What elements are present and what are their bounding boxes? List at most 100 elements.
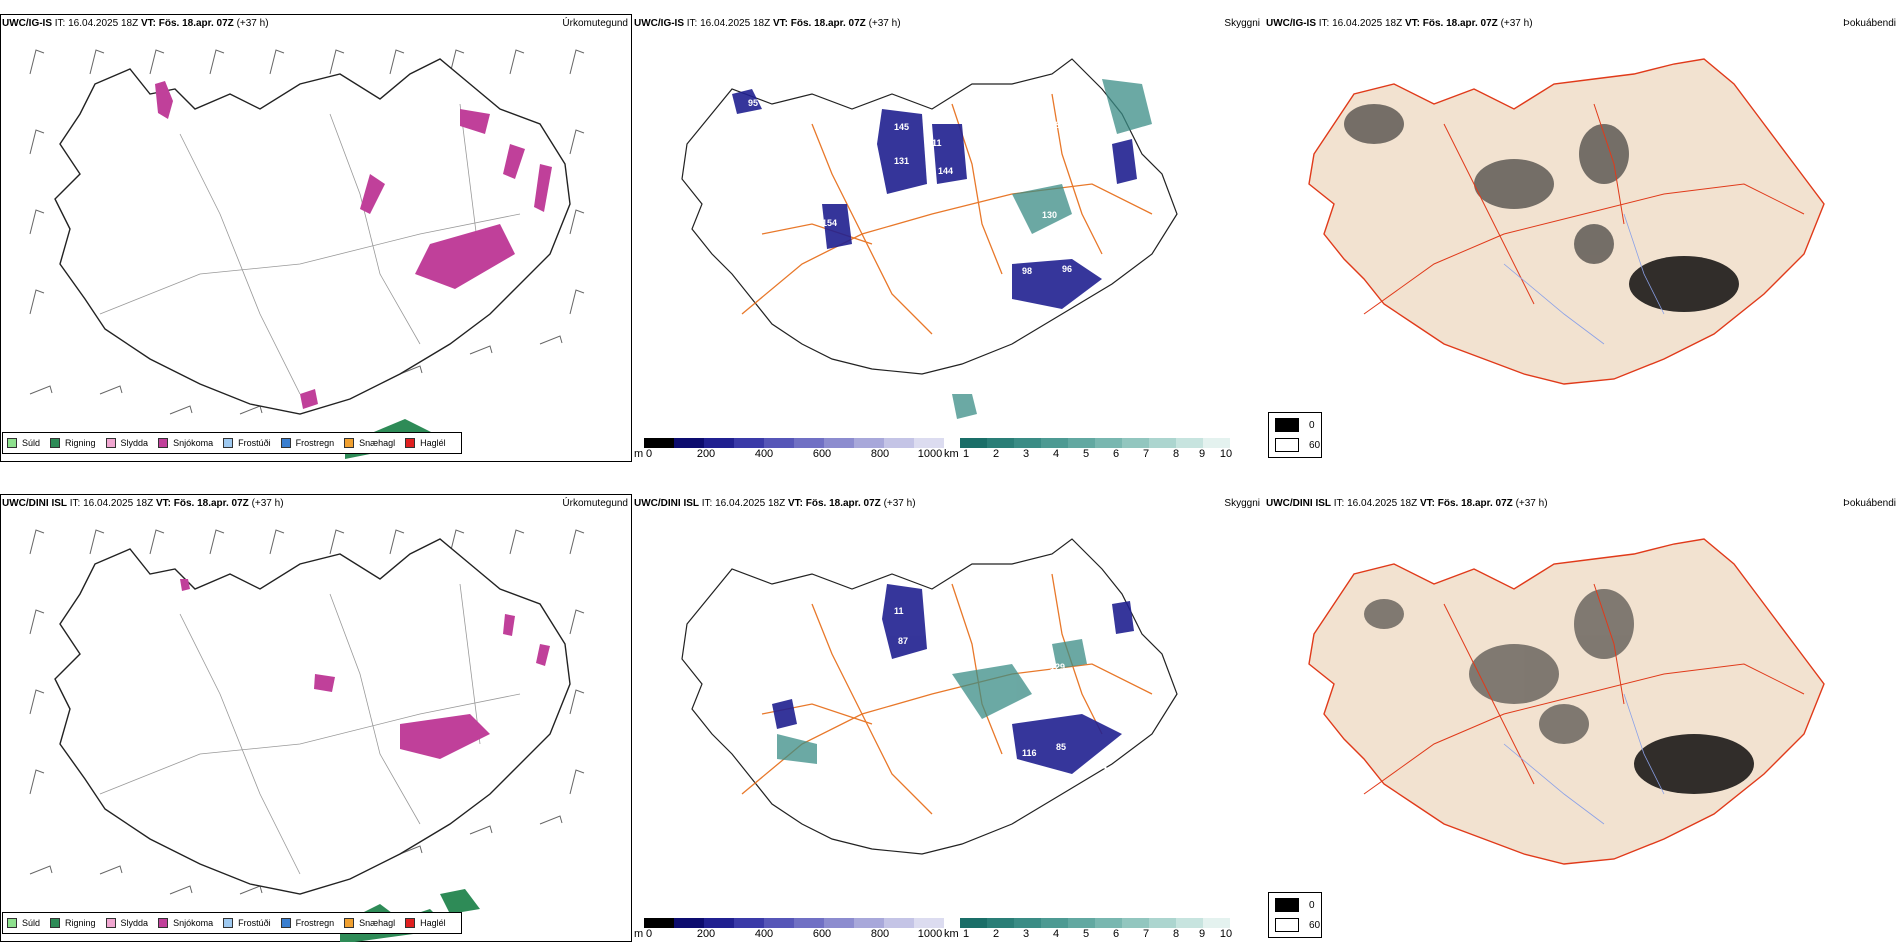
- legend-swatch-freezing-rain: [280, 438, 291, 448]
- panel-title: UWC/IG-IS IT: 16.04.2025 18Z VT: Fös. 18…: [2, 18, 269, 29]
- road-network: [99, 583, 521, 875]
- vis-tick: 9: [1198, 928, 1206, 940]
- panel-type-label: Þokuábendi: [1843, 18, 1896, 29]
- cloud-base-labels: 11 87 07 129 98 114 93 116 85 90 164: [820, 606, 1122, 772]
- height-tick: 800: [870, 448, 890, 460]
- snow-areas: [180, 579, 550, 759]
- map-value-label: 154: [822, 218, 837, 228]
- low-visibility-teal: [777, 639, 1087, 764]
- height-color-strip: [644, 438, 944, 448]
- map-value-label: 85: [1056, 742, 1066, 752]
- vis-tick: 6: [1112, 448, 1120, 460]
- height-unit: m: [634, 448, 644, 460]
- height-tick: 600: [812, 928, 832, 940]
- legend-item: Haglél: [405, 438, 446, 448]
- vis-tick: 10: [1219, 448, 1233, 460]
- vis-tick: 5: [1082, 928, 1090, 940]
- height-tick: 200: [696, 448, 716, 460]
- visibility-unit: km: [944, 448, 959, 460]
- rivers-blue: [1503, 693, 1665, 825]
- fog-swatch-black: [1275, 898, 1299, 912]
- legend-item: Snjókoma: [158, 438, 213, 448]
- panel-type-label: Skyggni: [1224, 18, 1260, 29]
- legend-swatch-sleet: [105, 438, 116, 448]
- vis-tick: 2: [992, 928, 1000, 940]
- map-value-label: 93: [984, 732, 994, 742]
- legend-swatch-drizzle: [7, 918, 17, 928]
- roads-orange: [741, 93, 1153, 335]
- legend-item: Slydda: [105, 438, 148, 448]
- fog-legend: 0 60: [1268, 412, 1322, 458]
- panel-type-label: Þokuábendi: [1843, 498, 1896, 509]
- cloud-base-colorbar: m 0 200 400 600 800 1000: [634, 918, 944, 942]
- map-value-label: 114: [952, 722, 967, 732]
- legend-item: Snæhagl: [344, 918, 395, 928]
- height-tick: 1000: [917, 928, 943, 940]
- cloud-visibility-panel-2: 11 87 07 129 98 114 93 116 85 90 164 UWC…: [632, 494, 1264, 942]
- map-value-label: 90: [1112, 742, 1122, 752]
- fog-shading-strong: [1629, 256, 1739, 312]
- height-tick: 800: [870, 928, 890, 940]
- legend-item: Rigning: [50, 918, 96, 928]
- map-value-label: 98: [1022, 266, 1032, 276]
- map-value-label: 129: [1050, 662, 1065, 672]
- legend-swatch-drizzle: [7, 438, 17, 448]
- cloud-base-labels: 95 43 82 145 11 131 144 7 486 154 130 98…: [716, 98, 1131, 276]
- precip-legend: Súld Rigning Slydda Snjókoma Frostúði Fr…: [2, 912, 462, 934]
- snow-areas: [155, 81, 552, 409]
- map-value-label: 7: [922, 188, 927, 198]
- vis-tick: 7: [1142, 928, 1150, 940]
- height-unit: m: [634, 928, 644, 940]
- vis-tick: 5: [1082, 448, 1090, 460]
- panel-type-label: Skyggni: [1224, 498, 1260, 509]
- legend-item: Frostúði: [223, 438, 271, 448]
- vis-tick: 8: [1172, 928, 1180, 940]
- cloud-visibility-panel-1: 95 43 82 145 11 131 144 7 486 154 130 98…: [632, 14, 1264, 462]
- fog-legend-row: 0: [1275, 898, 1315, 912]
- legend-item: Rigning: [50, 438, 96, 448]
- map-value-label: 144: [938, 166, 953, 176]
- visibility-unit: km: [944, 928, 959, 940]
- map-value-label: 116: [1022, 748, 1037, 758]
- precip-type-panel-2: UWC/DINI ISL IT: 16.04.2025 18Z VT: Fös.…: [0, 494, 632, 942]
- fog-legend-row: 60: [1275, 918, 1320, 932]
- height-tick: 0: [645, 928, 653, 940]
- fog-swatch-black: [1275, 418, 1299, 432]
- map-value-label: 96: [1062, 264, 1072, 274]
- legend-swatch-rain: [50, 918, 61, 928]
- cloud-visibility-map: 11 87 07 129 98 114 93 116 85 90 164: [681, 538, 1178, 855]
- legend-item: Frostúði: [223, 918, 271, 928]
- fog-swatch-white: [1275, 918, 1299, 932]
- fog-shading: [1344, 104, 1629, 264]
- height-color-strip: [644, 918, 944, 928]
- visibility-color-strip: [960, 918, 1230, 928]
- vis-tick: 3: [1022, 448, 1030, 460]
- legend-swatch-snow-pellets: [344, 438, 355, 448]
- legend-swatch-freezing-rain: [280, 918, 291, 928]
- map-value-label: 11: [932, 138, 942, 148]
- roads-red: [1363, 583, 1805, 795]
- height-tick: 600: [812, 448, 832, 460]
- road-network: [99, 103, 521, 395]
- precip-type-map: [29, 529, 585, 942]
- vis-tick: 6: [1112, 928, 1120, 940]
- legend-swatch-snow-pellets: [344, 918, 355, 928]
- iceland-coastline: [54, 538, 571, 895]
- roads-red: [1363, 103, 1805, 315]
- legend-swatch-rain: [50, 438, 61, 448]
- vis-tick: 4: [1052, 928, 1060, 940]
- legend-swatch-snow: [158, 438, 169, 448]
- precip-type-panel-1: UWC/IG-IS IT: 16.04.2025 18Z VT: Fös. 18…: [0, 14, 632, 462]
- low-visibility-teal: [952, 79, 1152, 419]
- vis-tick: 1: [962, 928, 970, 940]
- legend-swatch-freezing-drizzle: [223, 918, 234, 928]
- vis-tick: 9: [1198, 448, 1206, 460]
- cloud-visibility-map: 95 43 82 145 11 131 144 7 486 154 130 98…: [681, 58, 1178, 419]
- low-cloud-blue: [732, 89, 1137, 309]
- fog-swatch-white: [1275, 438, 1299, 452]
- vis-tick: 8: [1172, 448, 1180, 460]
- height-tick: 0: [645, 448, 653, 460]
- fog-legend-row: 60: [1275, 438, 1320, 452]
- panel-type-label: Úrkomutegund: [562, 18, 628, 29]
- height-tick: 400: [754, 448, 774, 460]
